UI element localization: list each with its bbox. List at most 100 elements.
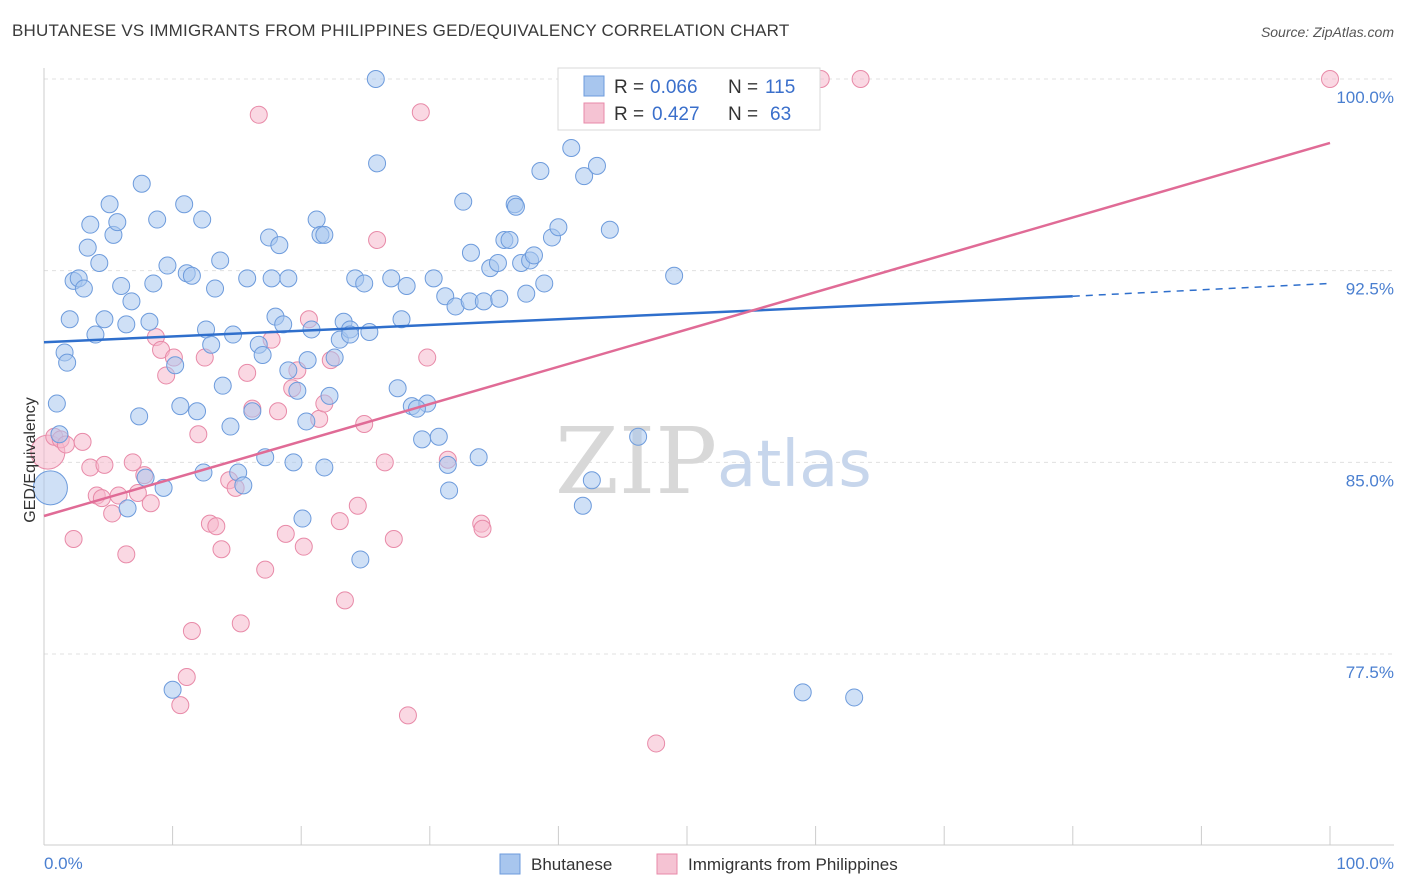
point-bhutanese	[60, 310, 79, 329]
stats-swatch-blue	[583, 75, 605, 97]
point-bhutanese	[582, 471, 601, 490]
legend-label-philippines: Immigrants from Philippines	[688, 855, 898, 874]
point-bhutanese	[90, 254, 109, 272]
point-philippines	[647, 734, 666, 753]
point-bhutanese	[600, 220, 619, 239]
point-bhutanese	[366, 70, 385, 88]
legend-label-bhutanese: Bhutanese	[531, 855, 612, 874]
point-bhutanese	[118, 499, 137, 518]
point-bhutanese	[279, 269, 298, 288]
point-bhutanese	[535, 274, 554, 293]
trend-line-bhutanese	[43, 294, 1073, 344]
stats-r-value-2: 0.427	[652, 104, 700, 125]
point-bhutanese	[351, 550, 370, 569]
point-bhutanese	[234, 476, 253, 495]
point-bhutanese	[307, 210, 326, 229]
point-bhutanese	[211, 251, 230, 270]
point-bhutanese	[293, 509, 312, 528]
point-bhutanese	[262, 269, 281, 288]
point-bhutanese	[454, 192, 473, 211]
point-bhutanese	[500, 231, 519, 249]
y-tick-label: 100.0%	[1336, 88, 1394, 107]
point-bhutanese	[50, 425, 69, 444]
point-bhutanese	[32, 470, 68, 506]
point-bhutanese	[47, 394, 66, 413]
point-bhutanese	[171, 397, 190, 416]
point-bhutanese	[315, 225, 334, 244]
point-bhutanese	[213, 376, 232, 395]
legend-swatch-philippines	[656, 853, 678, 875]
point-bhutanese	[206, 279, 225, 298]
stats-r-value-1: 0.066	[650, 77, 698, 98]
point-bhutanese	[413, 430, 432, 449]
point-bhutanese	[284, 453, 303, 472]
point-philippines	[123, 453, 142, 472]
trend-line-philippines	[43, 141, 1331, 518]
point-philippines	[171, 696, 190, 715]
chart-title: BHUTANESE VS IMMIGRANTS FROM PHILIPPINES…	[12, 21, 790, 40]
point-philippines	[73, 432, 92, 451]
y-axis-label: GED/Equivalency	[22, 397, 39, 522]
trend-lines	[43, 141, 1331, 518]
point-bhutanese	[629, 427, 648, 446]
point-bhutanese	[517, 284, 536, 303]
point-bhutanese	[845, 688, 864, 707]
point-bhutanese	[78, 238, 97, 257]
point-bhutanese	[163, 680, 182, 699]
trend-line-bhutanese-extension	[1072, 282, 1331, 297]
stats-swatch-pink	[583, 102, 605, 124]
point-bhutanese	[74, 279, 93, 298]
point-bhutanese	[325, 348, 344, 367]
stats-n-label-2: N =	[728, 104, 758, 125]
point-bhutanese	[488, 254, 507, 272]
point-bhutanese	[438, 455, 457, 474]
point-bhutanese	[424, 269, 443, 288]
point-philippines	[238, 363, 257, 382]
point-bhutanese	[392, 310, 411, 329]
point-philippines	[231, 614, 250, 633]
point-bhutanese	[243, 402, 262, 421]
point-philippines	[182, 622, 201, 640]
point-bhutanese	[665, 266, 684, 285]
point-philippines	[375, 453, 394, 472]
point-bhutanese	[288, 381, 307, 400]
point-philippines	[418, 348, 437, 367]
point-bhutanese	[315, 458, 334, 477]
point-bhutanese	[524, 246, 543, 265]
point-bhutanese	[130, 407, 149, 426]
point-philippines	[177, 668, 196, 686]
point-bhutanese	[279, 361, 298, 380]
stats-n-label-1: N =	[728, 77, 758, 98]
y-tick-label: 77.5%	[1346, 663, 1394, 682]
point-bhutanese	[531, 162, 550, 180]
point-philippines	[95, 455, 114, 474]
y-tick-label: 85.0%	[1346, 471, 1394, 490]
point-bhutanese	[297, 412, 316, 431]
stats-r-label-1: R =	[614, 77, 644, 98]
series-philippines-points	[30, 70, 1339, 753]
point-bhutanese	[575, 167, 594, 186]
point-bhutanese	[117, 315, 136, 334]
legend-swatch-bhutanese	[499, 853, 521, 875]
stats-box: R = 0.066 N = 115 R = 0.427 N = 63	[557, 67, 821, 131]
point-bhutanese	[122, 292, 141, 311]
point-philippines	[348, 496, 367, 515]
point-bhutanese	[158, 256, 177, 275]
watermark-atlas: atlas	[717, 428, 872, 502]
point-bhutanese	[793, 683, 812, 702]
point-philippines	[141, 494, 160, 513]
point-bhutanese	[573, 496, 592, 515]
point-bhutanese	[469, 448, 488, 467]
point-philippines	[64, 530, 83, 548]
point-bhutanese	[562, 139, 581, 157]
point-bhutanese	[221, 417, 240, 436]
point-bhutanese	[108, 213, 127, 232]
point-bhutanese	[148, 210, 167, 229]
point-philippines	[384, 530, 403, 548]
point-bhutanese	[144, 274, 163, 293]
point-philippines	[398, 706, 417, 725]
point-philippines	[411, 103, 430, 122]
y-tick-labels: 77.5% 85.0% 92.5% 100.0%	[1336, 88, 1394, 682]
stats-n-value-1: 115	[765, 77, 795, 98]
stats-n-value-2: 63	[770, 104, 791, 125]
